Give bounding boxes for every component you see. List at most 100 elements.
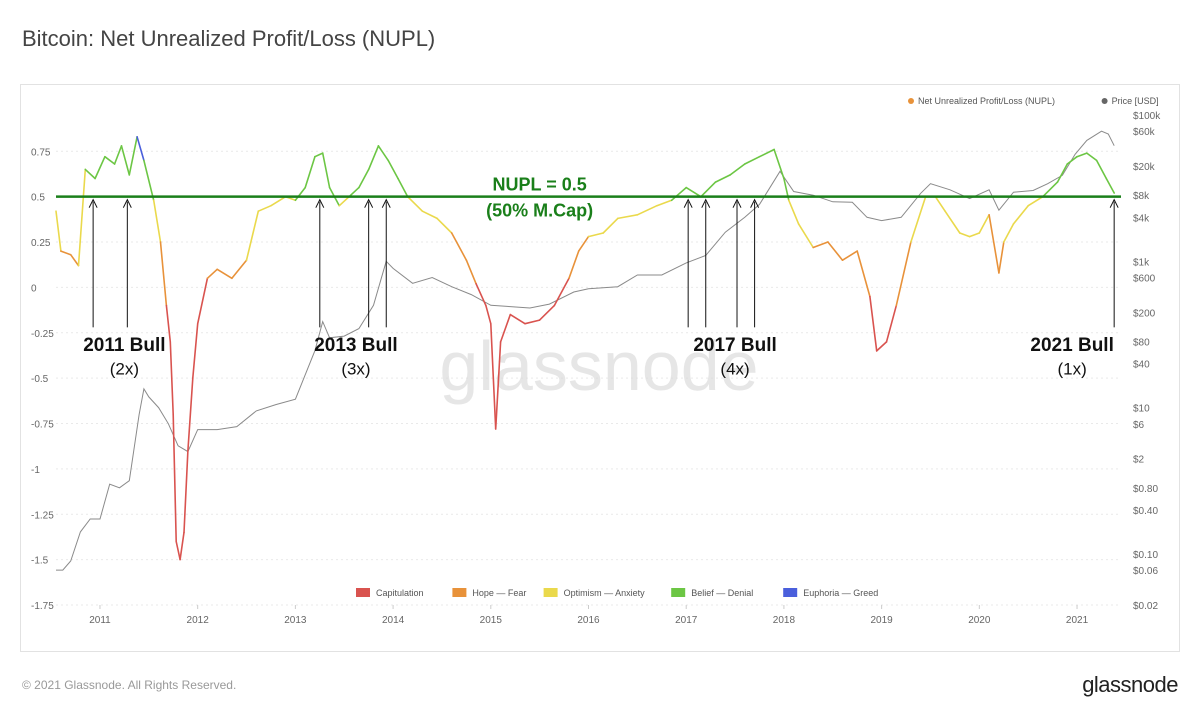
legend-swatch xyxy=(671,588,686,597)
right-tick-label: $0.10 xyxy=(1133,550,1158,561)
nupl-segment xyxy=(978,214,990,234)
nupl-segment xyxy=(143,159,155,202)
left-tick-label: -0.75 xyxy=(31,420,54,431)
nupl-segment xyxy=(196,277,209,325)
nupl-segment xyxy=(944,210,961,234)
nupl-segment xyxy=(465,259,477,285)
nupl-segment xyxy=(773,148,785,180)
arrow-head xyxy=(683,198,693,208)
nupl-segment xyxy=(602,217,619,234)
arrow-head xyxy=(364,198,374,208)
nupl-segment xyxy=(216,268,233,280)
arrow-head xyxy=(88,198,98,208)
right-tick-label: $10 xyxy=(1133,404,1150,415)
legend-swatch xyxy=(452,588,467,597)
price-line xyxy=(56,130,1115,571)
left-tick-label: 0.75 xyxy=(31,147,51,158)
nupl-segment xyxy=(169,341,174,416)
nupl-segment xyxy=(436,217,453,234)
nupl-segment xyxy=(206,268,218,280)
arrow-head xyxy=(381,198,391,208)
nupl-segment xyxy=(700,181,717,198)
nupl-segment xyxy=(958,232,971,238)
nupl-segment xyxy=(875,341,888,352)
nupl-segment xyxy=(524,319,541,325)
nupl-segment xyxy=(245,210,260,261)
nupl-segment xyxy=(714,174,732,183)
nupl-segment xyxy=(885,304,898,343)
nupl-segment xyxy=(1002,223,1015,243)
nupl-segment xyxy=(231,259,248,280)
nupl-segment xyxy=(84,168,96,180)
nupl-segment xyxy=(120,145,131,176)
nupl-chart: glassnode NUPL = 0.5(50% M.Cap) 2011 Bul… xyxy=(31,96,1161,626)
arrow-head xyxy=(750,198,760,208)
left-tick-label: -0.5 xyxy=(31,374,49,385)
x-tick-label: 2012 xyxy=(187,615,210,626)
nupl-segment xyxy=(895,241,912,307)
left-tick-label: -0.25 xyxy=(31,329,54,340)
x-tick-label: 2013 xyxy=(284,615,307,626)
nupl-segment xyxy=(367,145,380,171)
chart-panel: glassnode NUPL = 0.5 (50% M.Cap) 2011 Bul… xyxy=(20,84,1180,652)
nupl-segment xyxy=(152,199,162,243)
right-tick-label: $0.06 xyxy=(1133,566,1158,577)
legend-label: Hope — Fear xyxy=(472,588,526,598)
nupl-segment xyxy=(1056,163,1069,183)
right-tick-label: $80 xyxy=(1133,338,1150,349)
nupl-segment xyxy=(397,177,409,198)
nupl-segment xyxy=(104,155,116,165)
nupl-segment xyxy=(968,232,981,238)
nupl-segment xyxy=(192,322,199,379)
bull-multiple: (1x) xyxy=(1058,360,1087,379)
nupl-segment xyxy=(812,241,829,249)
nupl-segment xyxy=(113,145,123,165)
nupl-segment xyxy=(1066,155,1078,165)
nupl-segment xyxy=(577,235,590,252)
nupl-segment xyxy=(1076,152,1088,158)
nupl-segment xyxy=(869,295,878,352)
arrow-head xyxy=(1109,198,1119,208)
nupl-segment xyxy=(348,186,360,198)
left-tick-label: 0 xyxy=(31,283,37,294)
legend-dot xyxy=(908,98,914,104)
left-tick-label: 0.25 xyxy=(31,238,51,249)
legend-label: Net Unrealized Profit/Loss (NUPL) xyxy=(918,96,1055,106)
arrow-head xyxy=(315,198,325,208)
nupl-segment xyxy=(797,223,815,249)
legend-label: Belief — Denial xyxy=(691,588,753,598)
right-tick-label: $4k xyxy=(1133,213,1150,224)
nupl-segment xyxy=(270,195,287,207)
legend-bottom: Capitulation Hope — Fear Optimism — Anxiet… xyxy=(356,588,878,598)
nupl-segment xyxy=(94,155,106,180)
x-tick-label: 2014 xyxy=(382,615,405,626)
left-tick-label: 0.5 xyxy=(31,193,45,204)
nupl-segment xyxy=(856,250,871,298)
nupl-segment xyxy=(485,304,492,325)
legend-dot xyxy=(1101,98,1108,104)
nupl-segment xyxy=(165,304,172,343)
left-tick-label: -1.25 xyxy=(31,510,54,521)
right-tick-label: $200 xyxy=(1133,308,1156,319)
nupl-segment xyxy=(128,135,138,176)
x-tick-label: 2017 xyxy=(675,615,698,626)
nupl-segment xyxy=(499,313,512,343)
nupl-segment xyxy=(568,250,580,280)
price-series xyxy=(56,130,1115,571)
bull-annotations: 2011 Bull (2x) 2013 Bull (3x) 2017 Bull (4x) 2… xyxy=(83,335,1114,379)
nupl-segment xyxy=(60,250,72,256)
arrow-head xyxy=(122,198,132,208)
nupl-segment xyxy=(314,152,324,158)
legend-label: Price [USD] xyxy=(1112,96,1159,106)
x-tick-label: 2011 xyxy=(89,615,111,626)
nupl-segment xyxy=(377,145,390,162)
right-tick-label: $600 xyxy=(1133,274,1156,285)
bull-label: 2011 Bull xyxy=(83,335,165,356)
nupl-segment xyxy=(636,204,658,216)
nupl-segment xyxy=(475,283,487,307)
bull-label: 2013 Bull xyxy=(314,335,397,356)
legend-swatch xyxy=(783,588,798,597)
right-tick-label: $60k xyxy=(1133,127,1156,138)
right-tick-label: $20k xyxy=(1133,162,1156,173)
nupl-segment xyxy=(358,168,370,189)
